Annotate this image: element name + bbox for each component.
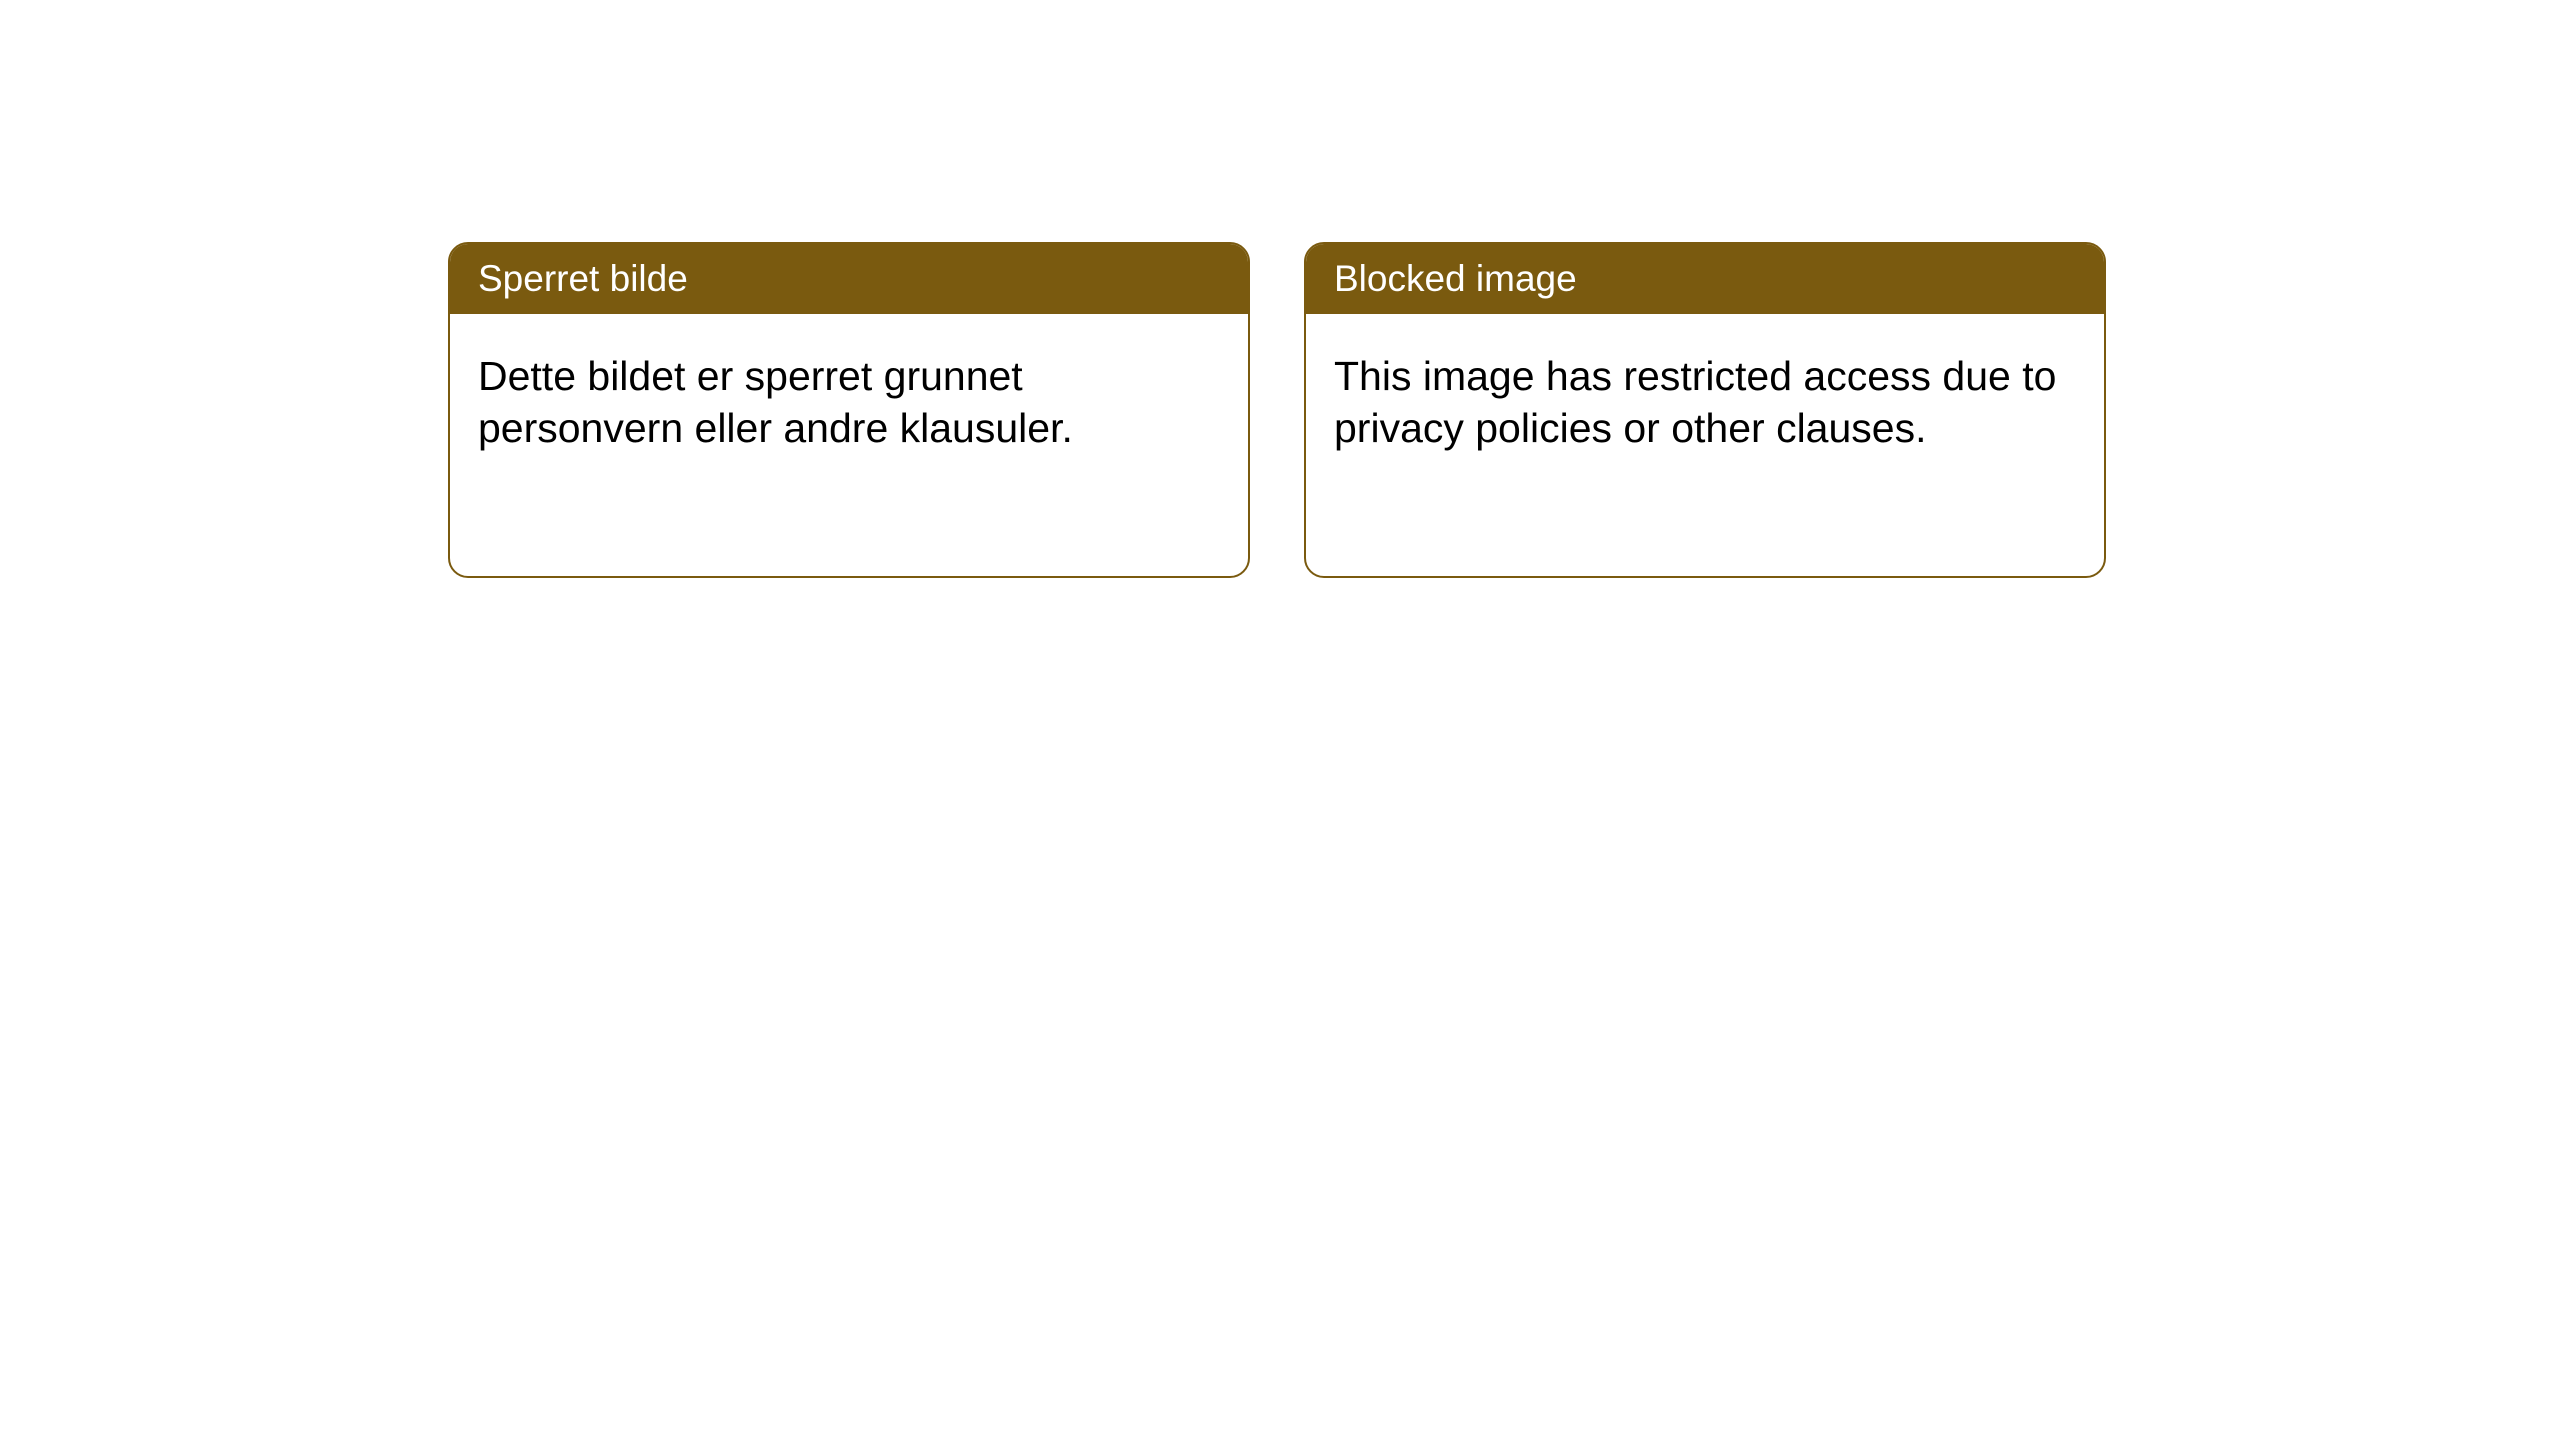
card-header-norwegian: Sperret bilde <box>450 244 1248 314</box>
card-header-english: Blocked image <box>1306 244 2104 314</box>
blocked-image-notices: Sperret bilde Dette bildet er sperret gr… <box>448 242 2106 578</box>
card-body-norwegian: Dette bildet er sperret grunnet personve… <box>450 314 1248 491</box>
blocked-image-card-english: Blocked image This image has restricted … <box>1304 242 2106 578</box>
blocked-image-card-norwegian: Sperret bilde Dette bildet er sperret gr… <box>448 242 1250 578</box>
card-body-english: This image has restricted access due to … <box>1306 314 2104 491</box>
